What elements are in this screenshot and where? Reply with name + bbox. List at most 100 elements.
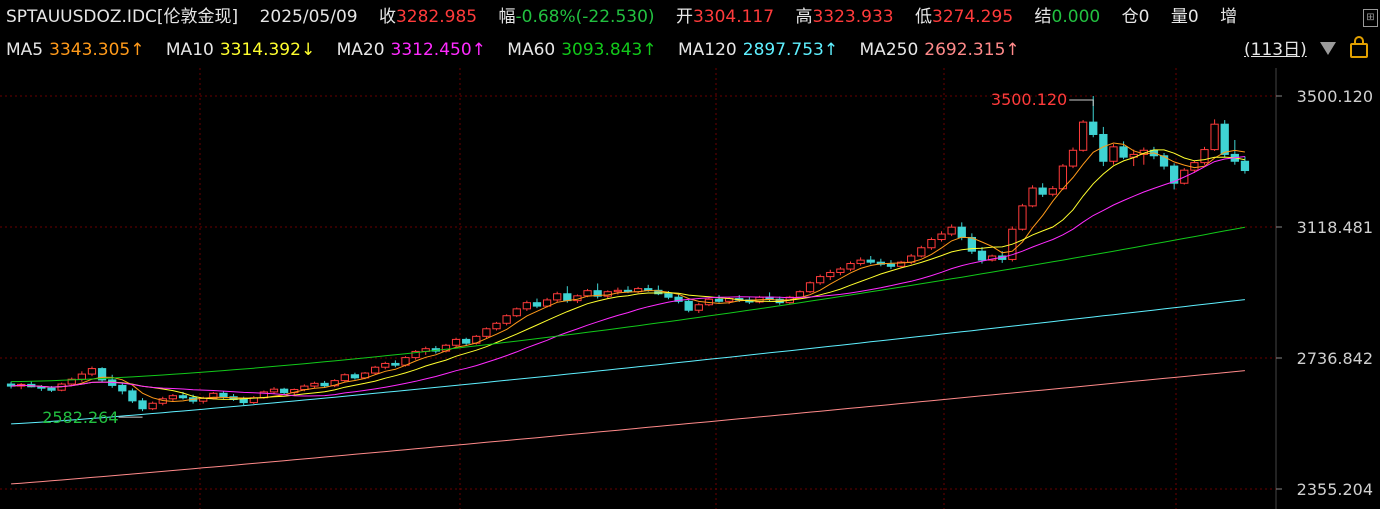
ma250-value: 2692.315↑	[924, 40, 1020, 60]
candle-body	[279, 388, 289, 394]
ma20-value: 3312.450↑	[390, 40, 486, 60]
candle-body	[451, 338, 461, 346]
candle-body	[836, 268, 845, 273]
ma-legend-row: MA5 3343.305↑ MA10 3314.392↓ MA20 3312.450↑…	[6, 39, 1020, 61]
candle-body	[886, 263, 896, 267]
candle-body	[553, 293, 562, 301]
candle-body	[866, 259, 875, 263]
y-tick-label: 3118.481	[1297, 218, 1373, 237]
min-value-label: 2582.264	[42, 408, 118, 427]
candlestick-chart[interactable]: 3500.120 3118.481 2736.842 2355.204 3500.120…	[0, 68, 1380, 509]
ma60-value: 3093.843↑	[561, 40, 657, 60]
candle-body	[1078, 121, 1088, 151]
position-label: 仓	[1121, 7, 1139, 27]
ma5-label: MA5	[6, 40, 44, 60]
candle-body	[371, 366, 380, 374]
candle-body	[947, 226, 956, 235]
candle-body	[1068, 149, 1078, 167]
ma10-label: MA10	[165, 40, 214, 60]
candle-body	[1038, 187, 1047, 195]
max-pointer-line	[1069, 99, 1094, 107]
candle-body	[977, 250, 987, 261]
candle-body	[532, 302, 542, 307]
candle-body	[209, 392, 218, 399]
candle-body	[613, 289, 623, 293]
candle-body	[512, 308, 521, 317]
candle-body	[411, 350, 420, 359]
candle-body	[1210, 123, 1219, 151]
candle-body	[684, 300, 693, 311]
candle-body	[1220, 123, 1229, 155]
candle-body	[6, 383, 16, 387]
candle-body	[816, 276, 825, 284]
candle-body	[917, 247, 926, 257]
volume-value: 0	[1187, 7, 1199, 27]
candle-body	[593, 290, 602, 297]
candle-body	[1099, 133, 1108, 162]
candle-body	[623, 289, 633, 293]
open-label: 开	[675, 7, 693, 27]
candle-body	[714, 298, 724, 302]
quote-summary-row: SPTAUUSDOZ.IDC[伦敦金现] 2025/05/09 收3282.98…	[6, 6, 1237, 28]
dropdown-triangle-icon[interactable]	[1320, 42, 1336, 55]
candle-body	[118, 384, 127, 392]
candle-body	[1048, 188, 1057, 195]
candle-body	[1240, 160, 1250, 172]
ma10-value: 3314.392↓	[219, 40, 316, 60]
period-selector[interactable]: (113日)	[1244, 40, 1307, 60]
candle-body	[1109, 146, 1118, 162]
symbol-name[interactable]: SPTAUUSDOZ.IDC[伦敦金现]	[6, 7, 239, 27]
position-value: 0	[1138, 7, 1150, 27]
candle-body	[310, 382, 319, 387]
high-label: 高	[795, 7, 813, 27]
candle-body	[462, 338, 471, 344]
y-tick-label: 2355.204	[1297, 480, 1373, 499]
candle-body	[67, 378, 76, 385]
candle-body	[542, 299, 552, 307]
candle-body	[168, 395, 178, 400]
candle-body	[239, 398, 248, 404]
candle-body	[856, 259, 865, 265]
settle-value: 0.000	[1051, 7, 1101, 27]
candle-body	[502, 315, 511, 324]
ma250-label: MA250	[859, 40, 919, 60]
candle-body	[381, 362, 390, 368]
candle-body	[1170, 165, 1179, 184]
low-value: 3274.295	[932, 7, 1014, 27]
candle-body	[148, 402, 157, 410]
ma10-line	[11, 149, 1245, 400]
max-value-label: 3500.120	[991, 90, 1067, 109]
candle-body	[320, 382, 329, 387]
candle-body	[87, 368, 97, 375]
candle-body	[937, 233, 946, 241]
ma5-line	[11, 142, 1245, 403]
calculator-icon[interactable]: ⊞	[1363, 9, 1378, 27]
candle-body	[128, 390, 137, 402]
candle-body	[654, 289, 663, 295]
candle-body	[846, 263, 855, 270]
candle-body	[77, 373, 86, 380]
settle-label: 结	[1034, 7, 1052, 27]
quote-date: 2025/05/09	[259, 7, 358, 27]
candle-body	[896, 261, 906, 267]
candle-body	[826, 271, 835, 278]
candle-body	[1200, 149, 1209, 164]
candle-body	[563, 293, 572, 302]
candle-body	[138, 400, 147, 410]
change-label: 幅	[498, 7, 516, 27]
candle-body	[1018, 205, 1027, 230]
lock-icon[interactable]	[1350, 36, 1368, 58]
candle-body	[1089, 121, 1098, 135]
candle-body	[47, 387, 56, 391]
ma60-label: MA60	[507, 40, 556, 60]
candle-body	[350, 374, 360, 379]
candle-body	[1119, 146, 1128, 158]
candle-body	[178, 395, 188, 399]
close-label: 收	[378, 7, 396, 27]
candle-body	[492, 322, 501, 330]
candle-body	[391, 362, 400, 366]
candle-body	[330, 380, 339, 387]
candle-body	[269, 388, 279, 393]
candle-body	[927, 239, 936, 249]
candle-body	[97, 368, 107, 381]
